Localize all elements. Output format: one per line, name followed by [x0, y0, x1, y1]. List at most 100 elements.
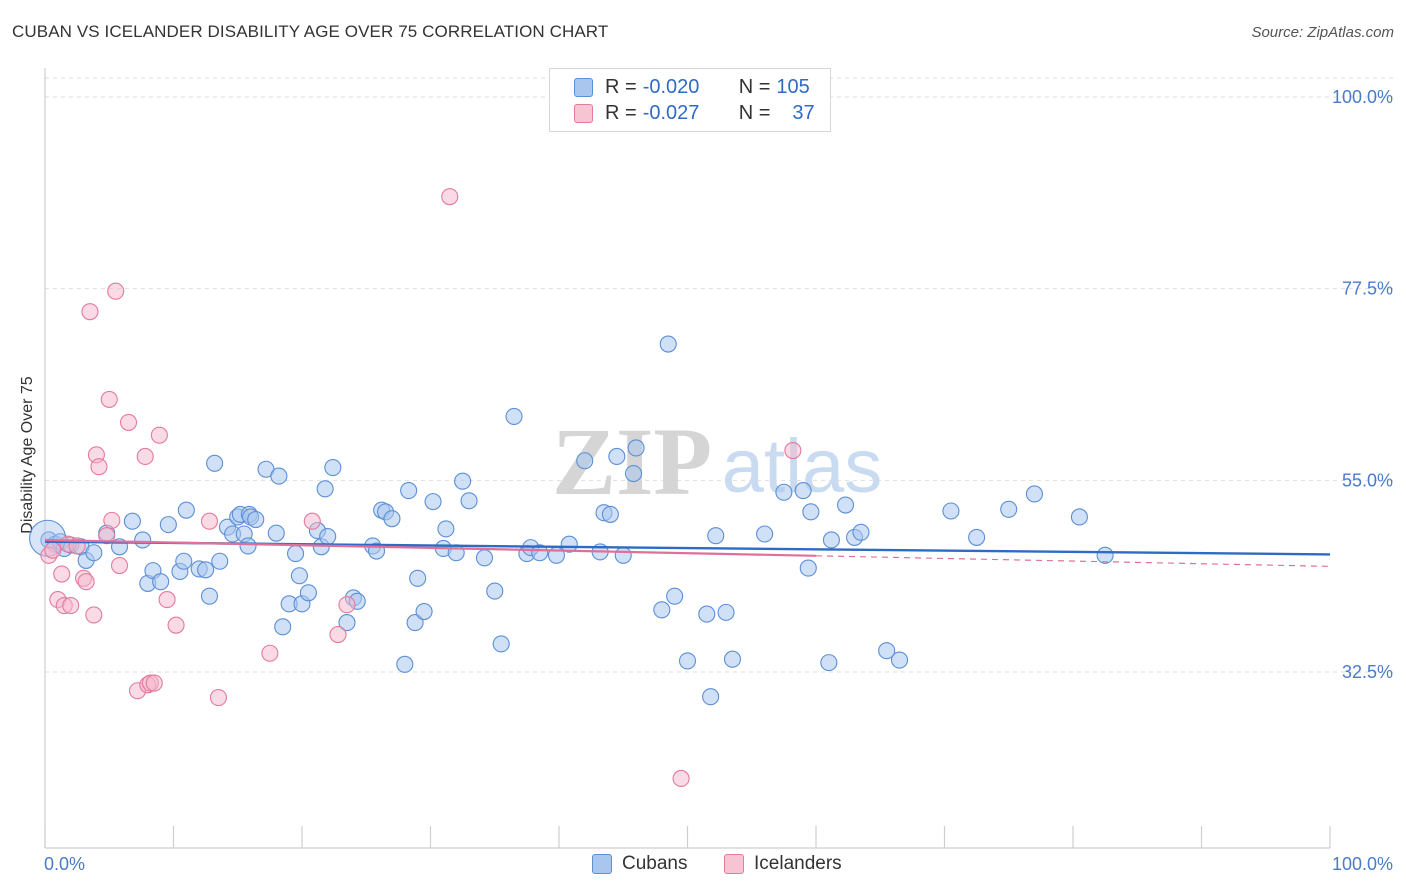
icelanders-swatch	[724, 854, 744, 874]
cuban-point	[159, 516, 177, 534]
r-value: -0.020	[642, 75, 700, 98]
icelander-point	[53, 565, 71, 583]
cuban-point	[627, 439, 645, 457]
icelander-point	[145, 674, 163, 692]
cuban-point	[968, 528, 986, 546]
icelander-point	[107, 282, 125, 300]
cuban-point	[270, 467, 288, 485]
cuban-point	[290, 567, 308, 585]
cuban-point	[454, 472, 472, 490]
cuban-point	[319, 528, 337, 546]
icelander-point	[329, 625, 347, 644]
icelander-point	[209, 689, 228, 707]
cuban-point	[794, 482, 812, 500]
cubans-swatch	[574, 77, 593, 97]
n-value: 37	[792, 101, 815, 124]
legend-row-cubans: R = -0.020 N = 105	[574, 74, 810, 100]
icelander-point	[158, 591, 176, 609]
icelander-point	[338, 596, 356, 614]
cuban-point	[775, 483, 793, 501]
cuban-point	[206, 454, 224, 472]
cuban-point	[475, 549, 494, 567]
cuban-point	[678, 652, 697, 670]
trend-lines	[44, 538, 1331, 567]
cuban-point	[837, 496, 855, 514]
cuban-point	[624, 464, 643, 483]
legend-cubans-label: Cubans	[622, 853, 688, 874]
cuban-point	[1096, 546, 1114, 564]
cuban-point	[492, 635, 510, 653]
legend-row-icelanders: R = -0.027 N = 37	[574, 100, 815, 126]
x-tick-label: 0.0%	[44, 854, 85, 874]
icelander-point	[441, 188, 459, 206]
icelander-point	[119, 413, 138, 431]
y-tick-label: 100.0%	[1332, 87, 1393, 107]
legend-cubans[interactable]: Cubans	[592, 852, 688, 876]
cuban-point	[1000, 500, 1018, 518]
cuban-point	[659, 335, 677, 353]
cuban-point	[531, 544, 549, 562]
cuban-point	[316, 480, 334, 498]
cuban-point	[666, 587, 684, 605]
cuban-point	[400, 482, 418, 500]
cuban-point	[396, 655, 414, 673]
icelanders-swatch	[574, 103, 593, 123]
icelander-point	[103, 511, 121, 529]
icelander-point	[784, 441, 802, 460]
cuban-point	[756, 525, 774, 543]
cuban-point	[424, 493, 442, 511]
cuban-point	[415, 602, 433, 621]
icelander-point	[200, 512, 219, 530]
tick-labels: 32.5% 55.0% 77.5% 100.0% 0.0% 100.0%	[44, 87, 1393, 874]
icelander-point	[136, 447, 154, 466]
cuban-point	[576, 452, 594, 470]
icelander-point	[167, 616, 185, 634]
cuban-point	[177, 501, 195, 519]
cuban-point	[152, 573, 170, 591]
cuban-point	[211, 552, 229, 570]
icelander-point	[81, 303, 99, 321]
icelander-point	[85, 606, 103, 624]
cuban-point	[239, 537, 257, 555]
icelander-point	[261, 644, 279, 662]
cuban-point	[324, 459, 342, 477]
cuban-point	[134, 531, 152, 549]
cuban-point	[799, 559, 817, 577]
cuban-point	[447, 544, 465, 562]
cuban-point	[707, 527, 725, 545]
cuban-point	[698, 605, 716, 623]
r-label: R =	[605, 101, 637, 124]
icelander-point	[110, 556, 129, 575]
cuban-point	[200, 587, 219, 605]
cuban-point	[409, 569, 427, 587]
chart-title: CUBAN VS ICELANDER DISABILITY AGE OVER 7…	[12, 22, 609, 41]
icelander-point	[90, 458, 108, 476]
icelanders-trend-line	[44, 538, 817, 557]
cuban-point	[608, 447, 626, 466]
cuban-point	[614, 546, 632, 564]
icelander-point	[77, 573, 95, 591]
icelander-point	[303, 512, 321, 530]
cuban-point	[723, 650, 742, 668]
cuban-point	[890, 651, 909, 669]
cuban-point	[247, 510, 265, 529]
r-label: R =	[605, 75, 637, 98]
cuban-point	[560, 535, 578, 553]
y-tick-label: 77.5%	[1342, 279, 1393, 299]
icelander-point	[62, 597, 80, 615]
cuban-point	[383, 510, 401, 528]
icelanders-trend-line-extension	[815, 555, 1331, 567]
cuban-point	[653, 601, 671, 619]
cuban-point	[437, 520, 455, 538]
x-tick-label: 100.0%	[1332, 854, 1393, 874]
legend-icelanders[interactable]: Icelanders	[724, 852, 842, 876]
cuban-point	[852, 523, 870, 541]
cuban-point	[802, 503, 820, 521]
cuban-point	[85, 544, 103, 562]
cuban-point	[460, 492, 478, 510]
cuban-point	[601, 505, 619, 523]
watermark-zip: ZIP	[552, 408, 712, 515]
cuban-point	[274, 618, 292, 636]
cuban-point	[197, 561, 215, 579]
